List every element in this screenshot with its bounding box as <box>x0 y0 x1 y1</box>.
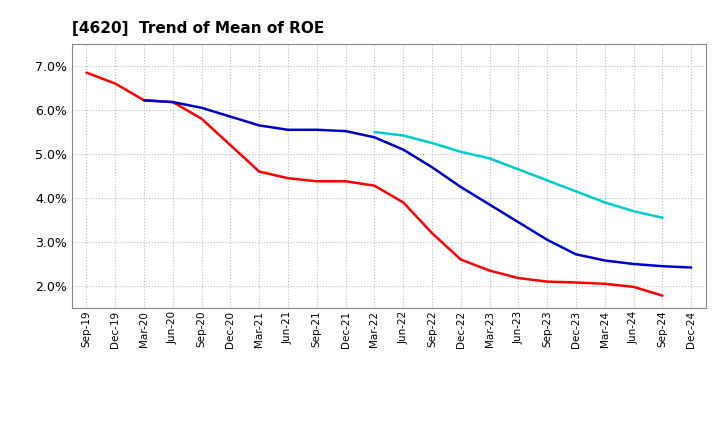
7 Years <box>600 200 609 205</box>
Line: 7 Years: 7 Years <box>374 132 662 218</box>
5 Years <box>485 202 494 207</box>
7 Years <box>658 215 667 220</box>
5 Years <box>197 105 206 110</box>
3 Years <box>485 268 494 273</box>
5 Years <box>456 184 465 190</box>
5 Years <box>284 127 292 132</box>
3 Years <box>341 179 350 184</box>
3 Years <box>226 143 235 148</box>
3 Years <box>370 183 379 188</box>
7 Years <box>514 167 523 172</box>
7 Years <box>572 189 580 194</box>
3 Years <box>629 284 638 290</box>
5 Years <box>255 123 264 128</box>
5 Years <box>629 261 638 267</box>
3 Years <box>140 98 148 103</box>
5 Years <box>312 127 321 132</box>
3 Years <box>543 279 552 284</box>
7 Years <box>629 209 638 214</box>
3 Years <box>658 293 667 298</box>
3 Years <box>514 275 523 281</box>
5 Years <box>658 264 667 269</box>
3 Years <box>168 99 177 105</box>
3 Years <box>284 176 292 181</box>
5 Years <box>600 258 609 263</box>
5 Years <box>399 147 408 152</box>
7 Years <box>399 133 408 138</box>
3 Years <box>600 281 609 286</box>
5 Years <box>543 237 552 242</box>
5 Years <box>428 165 436 170</box>
7 Years <box>543 178 552 183</box>
5 Years <box>572 252 580 257</box>
3 Years <box>111 81 120 86</box>
5 Years <box>226 114 235 119</box>
3 Years <box>255 169 264 174</box>
5 Years <box>687 265 696 270</box>
3 Years <box>572 280 580 285</box>
5 Years <box>370 135 379 140</box>
5 Years <box>514 220 523 225</box>
3 Years <box>456 257 465 262</box>
3 Years <box>428 231 436 236</box>
5 Years <box>140 98 148 103</box>
7 Years <box>485 156 494 161</box>
7 Years <box>370 129 379 135</box>
Line: 5 Years: 5 Years <box>144 100 691 268</box>
Text: [4620]  Trend of Mean of ROE: [4620] Trend of Mean of ROE <box>72 21 324 36</box>
3 Years <box>399 200 408 205</box>
3 Years <box>82 70 91 75</box>
3 Years <box>197 116 206 121</box>
Line: 3 Years: 3 Years <box>86 73 662 296</box>
7 Years <box>456 149 465 154</box>
3 Years <box>312 179 321 184</box>
5 Years <box>341 128 350 134</box>
5 Years <box>168 99 177 105</box>
7 Years <box>428 140 436 146</box>
